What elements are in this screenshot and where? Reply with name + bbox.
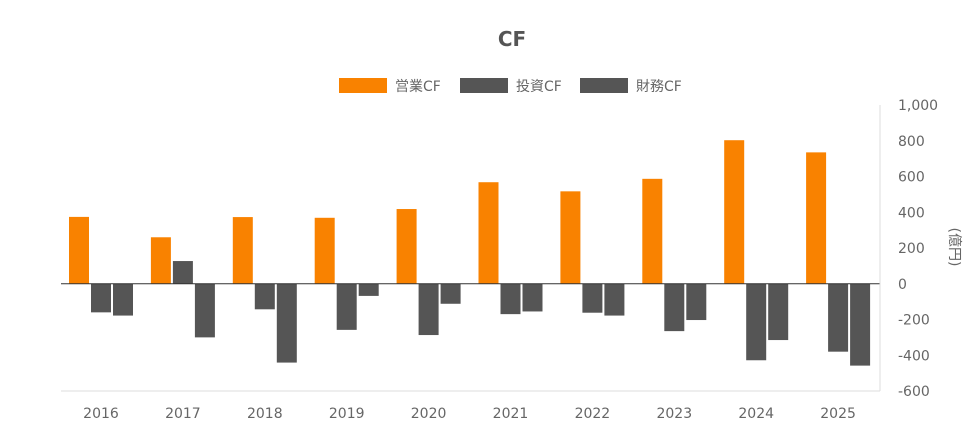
bar-2020-series-1[interactable] xyxy=(396,209,417,284)
legend-swatch xyxy=(460,78,508,93)
x-tick-label: 2020 xyxy=(411,406,447,422)
x-tick-label: 2018 xyxy=(247,406,283,422)
bar-2017-series-1[interactable] xyxy=(150,237,171,284)
bar-2019-series-2[interactable] xyxy=(336,283,357,330)
legend-item-series-3[interactable]: 財務CF xyxy=(580,78,682,95)
bar-2022-series-1[interactable] xyxy=(560,191,581,284)
bar-2018-series-1[interactable] xyxy=(232,217,253,284)
x-tick-label: 2022 xyxy=(575,406,611,422)
legend-item-series-1[interactable]: 営業CF xyxy=(339,78,441,95)
bar-2020-series-2[interactable] xyxy=(418,283,439,336)
bar-2020-series-3[interactable] xyxy=(440,283,461,304)
bar-2018-series-3[interactable] xyxy=(276,283,297,363)
legend-label: 営業CF xyxy=(395,79,441,95)
legend-label: 財務CF xyxy=(636,79,682,95)
y-tick-label: 1,000 xyxy=(898,98,938,114)
bar-2016-series-2[interactable] xyxy=(91,283,111,313)
y-tick-label: 200 xyxy=(898,241,925,257)
bar-2023-series-3[interactable] xyxy=(686,283,707,321)
bar-2022-series-3[interactable] xyxy=(604,283,625,316)
bar-2017-series-3[interactable] xyxy=(194,283,215,338)
legend-label: 投資CF xyxy=(516,79,562,95)
bar-2022-series-2[interactable] xyxy=(582,283,603,313)
legend-swatch xyxy=(580,78,628,93)
x-tick-label: 2025 xyxy=(820,406,856,422)
y-tick-label: 800 xyxy=(898,134,925,150)
legend-item-series-2[interactable]: 投資CF xyxy=(460,78,562,95)
bar-2021-series-3[interactable] xyxy=(522,283,543,312)
x-tick-label: 2017 xyxy=(165,406,201,422)
y-tick-label: -200 xyxy=(898,313,930,329)
bar-2021-series-2[interactable] xyxy=(500,283,521,315)
bar-2025-series-1[interactable] xyxy=(806,152,827,284)
bar-2023-series-2[interactable] xyxy=(664,283,685,332)
x-tick-label: 2023 xyxy=(656,406,692,422)
y-tick-label: 0 xyxy=(898,277,907,293)
x-tick-label: 2016 xyxy=(83,406,119,422)
bar-2019-series-3[interactable] xyxy=(358,283,379,296)
x-axis-ticks: 2016 2017 2018 2019 2020 2021 2022 2023 2024 2025 xyxy=(83,406,856,422)
y-tick-label: -600 xyxy=(898,384,930,400)
bar-2024-series-2[interactable] xyxy=(746,283,767,361)
y-tick-label: 600 xyxy=(898,170,925,186)
bar-2024-series-1[interactable] xyxy=(724,140,745,284)
chart-title: CF xyxy=(498,27,526,51)
bar-2024-series-3[interactable] xyxy=(768,283,789,341)
y-axis-label: (億円) xyxy=(946,228,962,267)
bar-2017-series-2[interactable] xyxy=(172,261,193,284)
legend[interactable]: 営業CF 投資CF 財務CF xyxy=(339,78,682,95)
x-tick-label: 2021 xyxy=(493,406,529,422)
x-tick-label: 2024 xyxy=(738,406,774,422)
bar-2025-series-3[interactable] xyxy=(850,283,871,366)
bars xyxy=(69,140,871,366)
bar-2016-series-1[interactable] xyxy=(69,216,89,284)
y-tick-label: -400 xyxy=(898,348,930,364)
bar-2023-series-1[interactable] xyxy=(642,178,663,284)
y-tick-label: 400 xyxy=(898,205,925,221)
bar-2016-series-3[interactable] xyxy=(113,283,133,316)
bar-2025-series-2[interactable] xyxy=(828,283,849,352)
bar-2021-series-1[interactable] xyxy=(478,182,499,284)
bar-2018-series-2[interactable] xyxy=(254,283,275,310)
bar-2019-series-1[interactable] xyxy=(314,217,335,284)
y-axis-ticks: 1,000 800 600 400 200 0 -200 -400 -600 xyxy=(898,98,938,400)
legend-swatch xyxy=(339,78,387,93)
x-tick-label: 2019 xyxy=(329,406,365,422)
